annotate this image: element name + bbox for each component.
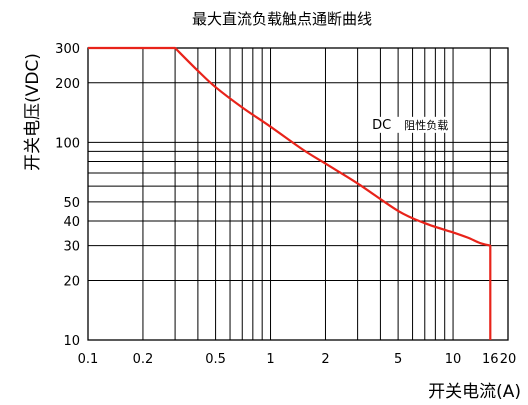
y-tick-label: 50 — [63, 196, 80, 211]
x-tick-label: 1 — [266, 352, 274, 367]
x-tick-label: 5 — [394, 352, 402, 367]
y-tick-label: 100 — [55, 136, 80, 151]
x-axis-label: 开关电流(A) — [428, 382, 521, 402]
x-tick-label: 20 — [500, 352, 517, 367]
annotation-label-dc: DC — [372, 118, 391, 133]
y-tick-label: 300 — [55, 42, 80, 57]
annotation-label-resistive-load: 阻性负载 — [404, 118, 448, 132]
y-tick-label: 30 — [63, 240, 80, 255]
y-tick-label: 20 — [63, 274, 80, 289]
y-tick-label: 200 — [55, 77, 80, 92]
plot-frame — [87, 47, 509, 341]
x-tick-label: 0.2 — [133, 352, 154, 367]
annotation-background — [370, 116, 451, 133]
chart-title: 最大直流负载触点通断曲线 — [192, 10, 372, 28]
x-tick-label: 0.1 — [78, 352, 99, 367]
x-tick-label: 10 — [445, 352, 462, 367]
x-tick-label: 16 — [482, 352, 499, 367]
y-tick-label: 40 — [63, 215, 80, 230]
x-tick-label: 2 — [321, 352, 329, 367]
series-line-dc-resistive — [88, 46, 492, 340]
y-tick-label: 10 — [63, 334, 80, 349]
y-axis-label: 开关电压(VDC) — [23, 53, 43, 171]
x-tick-label: 0.5 — [205, 352, 226, 367]
